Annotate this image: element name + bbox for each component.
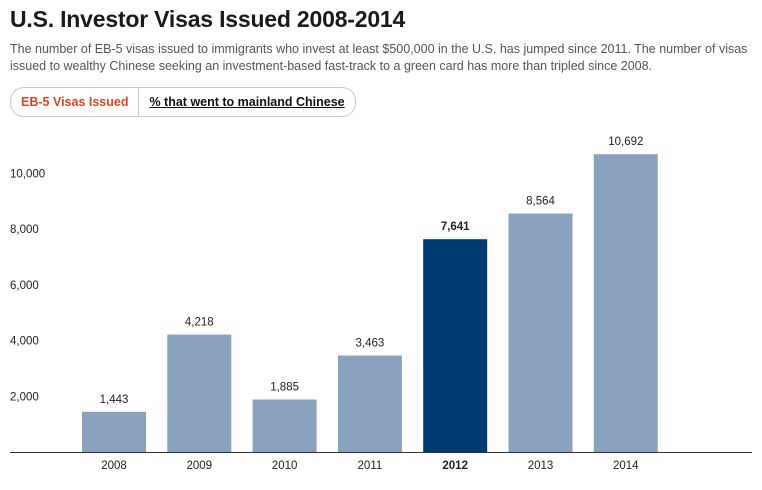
chart-title: U.S. Investor Visas Issued 2008-2014 (10, 6, 406, 32)
value-label-2009: 4,218 (185, 317, 214, 329)
bar-2014[interactable] (593, 154, 658, 453)
bar-2010[interactable] (252, 399, 317, 452)
y-tick-label: 6,000 (10, 280, 39, 292)
x-tick-label-2008: 2008 (101, 460, 127, 472)
tab-eb5-visas-issued[interactable]: EB-5 Visas Issued (21, 95, 129, 109)
value-label-2014: 10,692 (608, 136, 643, 148)
bar-chart: 2,000 4,000 6,000 8,000 10,000 1,443 2008 4,218… (10, 136, 752, 472)
x-tick-label-2009: 2009 (187, 460, 213, 472)
metric-toggle: EB-5 Visas Issued % that went to mainlan… (10, 87, 356, 117)
x-tick-label-2014: 2014 (613, 460, 639, 472)
y-tick-label: 4,000 (10, 336, 39, 348)
x-tick-label-2012: 2012 (442, 460, 468, 472)
y-tick-label: 8,000 (10, 224, 39, 236)
chart-subtitle: The number of EB-5 visas issued to immig… (10, 42, 748, 73)
value-label-2012: 7,641 (441, 221, 470, 233)
x-tick-label-2013: 2013 (528, 460, 554, 472)
value-label-2011: 3,463 (356, 338, 385, 350)
bar-2011[interactable] (337, 355, 402, 452)
tab-percent-mainland-chinese[interactable]: % that went to mainland Chinese (138, 88, 354, 116)
bar-2008[interactable] (82, 411, 146, 452)
x-tick-label-2010: 2010 (272, 460, 298, 472)
value-label-2008: 1,443 (100, 394, 129, 406)
x-tick-label-2011: 2011 (358, 460, 383, 472)
y-tick-label: 10,000 (10, 169, 45, 181)
y-tick-label: 2,000 (10, 391, 39, 403)
bar-2013[interactable] (508, 213, 573, 452)
bar-2012[interactable] (423, 239, 488, 452)
value-label-2010: 1,885 (270, 382, 299, 394)
bar-2009[interactable] (167, 334, 232, 452)
value-label-2013: 8,564 (526, 195, 555, 207)
